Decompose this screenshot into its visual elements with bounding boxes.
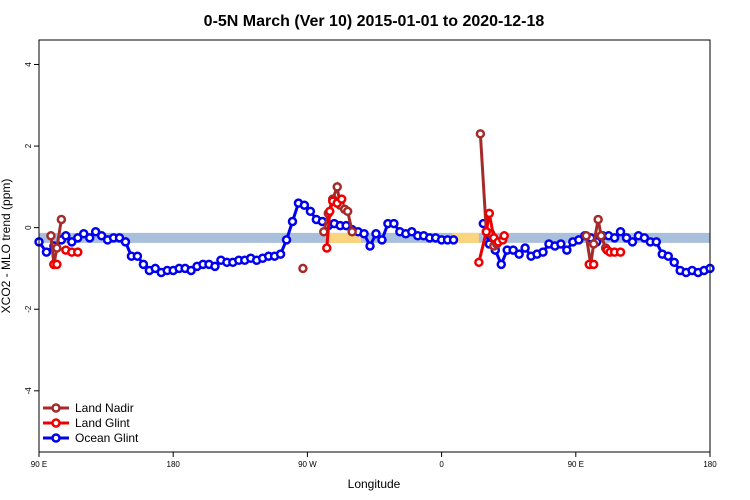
ocean-glint-point <box>514 249 524 259</box>
x-tick-label: 0 <box>439 460 444 469</box>
ocean-glint-point <box>574 235 584 245</box>
y-tick-label: 0 <box>24 225 33 230</box>
ocean-glint-point <box>365 241 375 251</box>
ocean-glint-point <box>210 261 220 272</box>
ocean-glint-point <box>359 229 369 239</box>
ocean-glint-point <box>663 251 673 261</box>
x-tick-label: 180 <box>703 460 717 469</box>
chart-title: 0-5N March (Ver 10) 2015-01-01 to 2020-1… <box>204 13 545 30</box>
land-nadir-point <box>342 206 353 217</box>
series-land-glint <box>49 194 626 270</box>
plot-frame <box>38 39 711 453</box>
x-tick-label: 90 E <box>568 460 584 469</box>
land-nadir-line-0 <box>49 219 63 265</box>
ocean-glint-point <box>299 200 310 210</box>
ocean-glint-point <box>61 231 71 241</box>
land-glint-point <box>499 231 509 241</box>
land-glint-point <box>474 257 484 268</box>
land-glint-point <box>588 259 599 270</box>
x-tick-label: 180 <box>167 460 181 469</box>
land-nadir-point <box>347 226 357 237</box>
ocean-glint-point <box>371 229 381 239</box>
ocean-glint-point <box>508 245 518 255</box>
land-glint-point <box>484 208 495 219</box>
ocean-glint-point <box>138 259 149 270</box>
ocean-glint-point <box>562 245 572 255</box>
ocean-glint-point <box>520 243 530 253</box>
ocean-glint-point <box>377 235 387 245</box>
land-glint-point <box>336 194 347 204</box>
series-layer <box>34 129 715 278</box>
land-nadir-point <box>593 214 603 225</box>
y-tick-label: 2 <box>24 143 33 148</box>
land-nadir-point <box>319 226 329 237</box>
ocean-glint-point <box>281 235 292 245</box>
ocean-glint-point <box>389 218 399 229</box>
land-glint-point <box>73 247 83 257</box>
ocean-glint-point <box>275 249 286 259</box>
land-nadir-point <box>298 263 308 274</box>
ocean-glint-point <box>78 229 89 239</box>
y-tick-label: -2 <box>24 305 33 313</box>
ocean-glint-point <box>287 216 298 227</box>
land-glint-point <box>52 259 62 270</box>
x-tick-label: 90 E <box>31 460 47 469</box>
y-tick-label: -4 <box>24 387 33 395</box>
y-tick-label: 4 <box>24 62 33 67</box>
land-glint-point <box>322 243 332 253</box>
land-nadir-point <box>581 231 591 241</box>
legend-swatch-marker <box>51 403 61 413</box>
land-nadir-point <box>52 243 62 253</box>
land-nadir-point <box>332 182 342 192</box>
ocean-glint-point <box>84 233 95 243</box>
ocean-glint-point <box>41 247 52 257</box>
ocean-glint-point <box>132 251 143 261</box>
ocean-glint-point <box>90 226 101 237</box>
legend-label: Land Glint <box>75 416 130 430</box>
land-nadir-point <box>588 239 599 249</box>
legend-item-ocean-glint: Ocean Glint <box>43 431 139 445</box>
x-tick-label: 90 W <box>298 460 317 469</box>
land-glint-point <box>325 206 335 217</box>
legend-swatch-marker <box>51 433 61 443</box>
ocean-glint-point <box>615 226 626 237</box>
ocean-glint-point <box>114 233 125 243</box>
ocean-glint-point <box>609 233 620 243</box>
ocean-glint-point <box>67 237 77 247</box>
ocean-glint-point <box>150 263 161 274</box>
legend-swatch-marker <box>51 418 61 428</box>
ocean-glint-point <box>73 233 83 243</box>
x-axis: 90 E 180 90 W 0 90 E 180 <box>31 452 717 469</box>
land-nadir-point <box>56 214 67 225</box>
ocean-glint-point <box>120 237 131 247</box>
ocean-glint-point <box>407 226 417 237</box>
ocean-glint-point <box>96 231 107 241</box>
land-glint-point <box>615 247 626 257</box>
ocean-glint-point <box>669 257 679 268</box>
ocean-glint-point <box>556 239 566 249</box>
legend-label: Ocean Glint <box>75 431 139 445</box>
y-axis: -4 -2 0 2 4 <box>24 62 39 395</box>
ocean-glint-point <box>448 235 459 245</box>
ocean-glint-point <box>639 233 650 243</box>
ocean-glint-point <box>627 237 638 247</box>
land-nadir-point <box>596 231 606 241</box>
ocean-glint-point <box>621 233 632 243</box>
legend-item-land-nadir: Land Nadir <box>43 401 134 415</box>
legend-item-land-glint: Land Glint <box>43 416 130 430</box>
x-axis-label: Longitude <box>348 477 401 491</box>
ocean-glint-point <box>538 247 548 257</box>
land-nadir-point <box>475 129 486 139</box>
land-glint-point <box>481 226 492 237</box>
ocean-glint-point <box>186 265 196 276</box>
ocean-glint-point <box>305 206 316 217</box>
legend-label: Land Nadir <box>75 401 134 415</box>
y-axis-label: XCO2 - MLO trend (ppm) <box>0 179 13 314</box>
land-nadir-point <box>46 231 56 241</box>
ocean-glint-point <box>651 237 662 247</box>
ocean-glint-point <box>496 259 506 270</box>
